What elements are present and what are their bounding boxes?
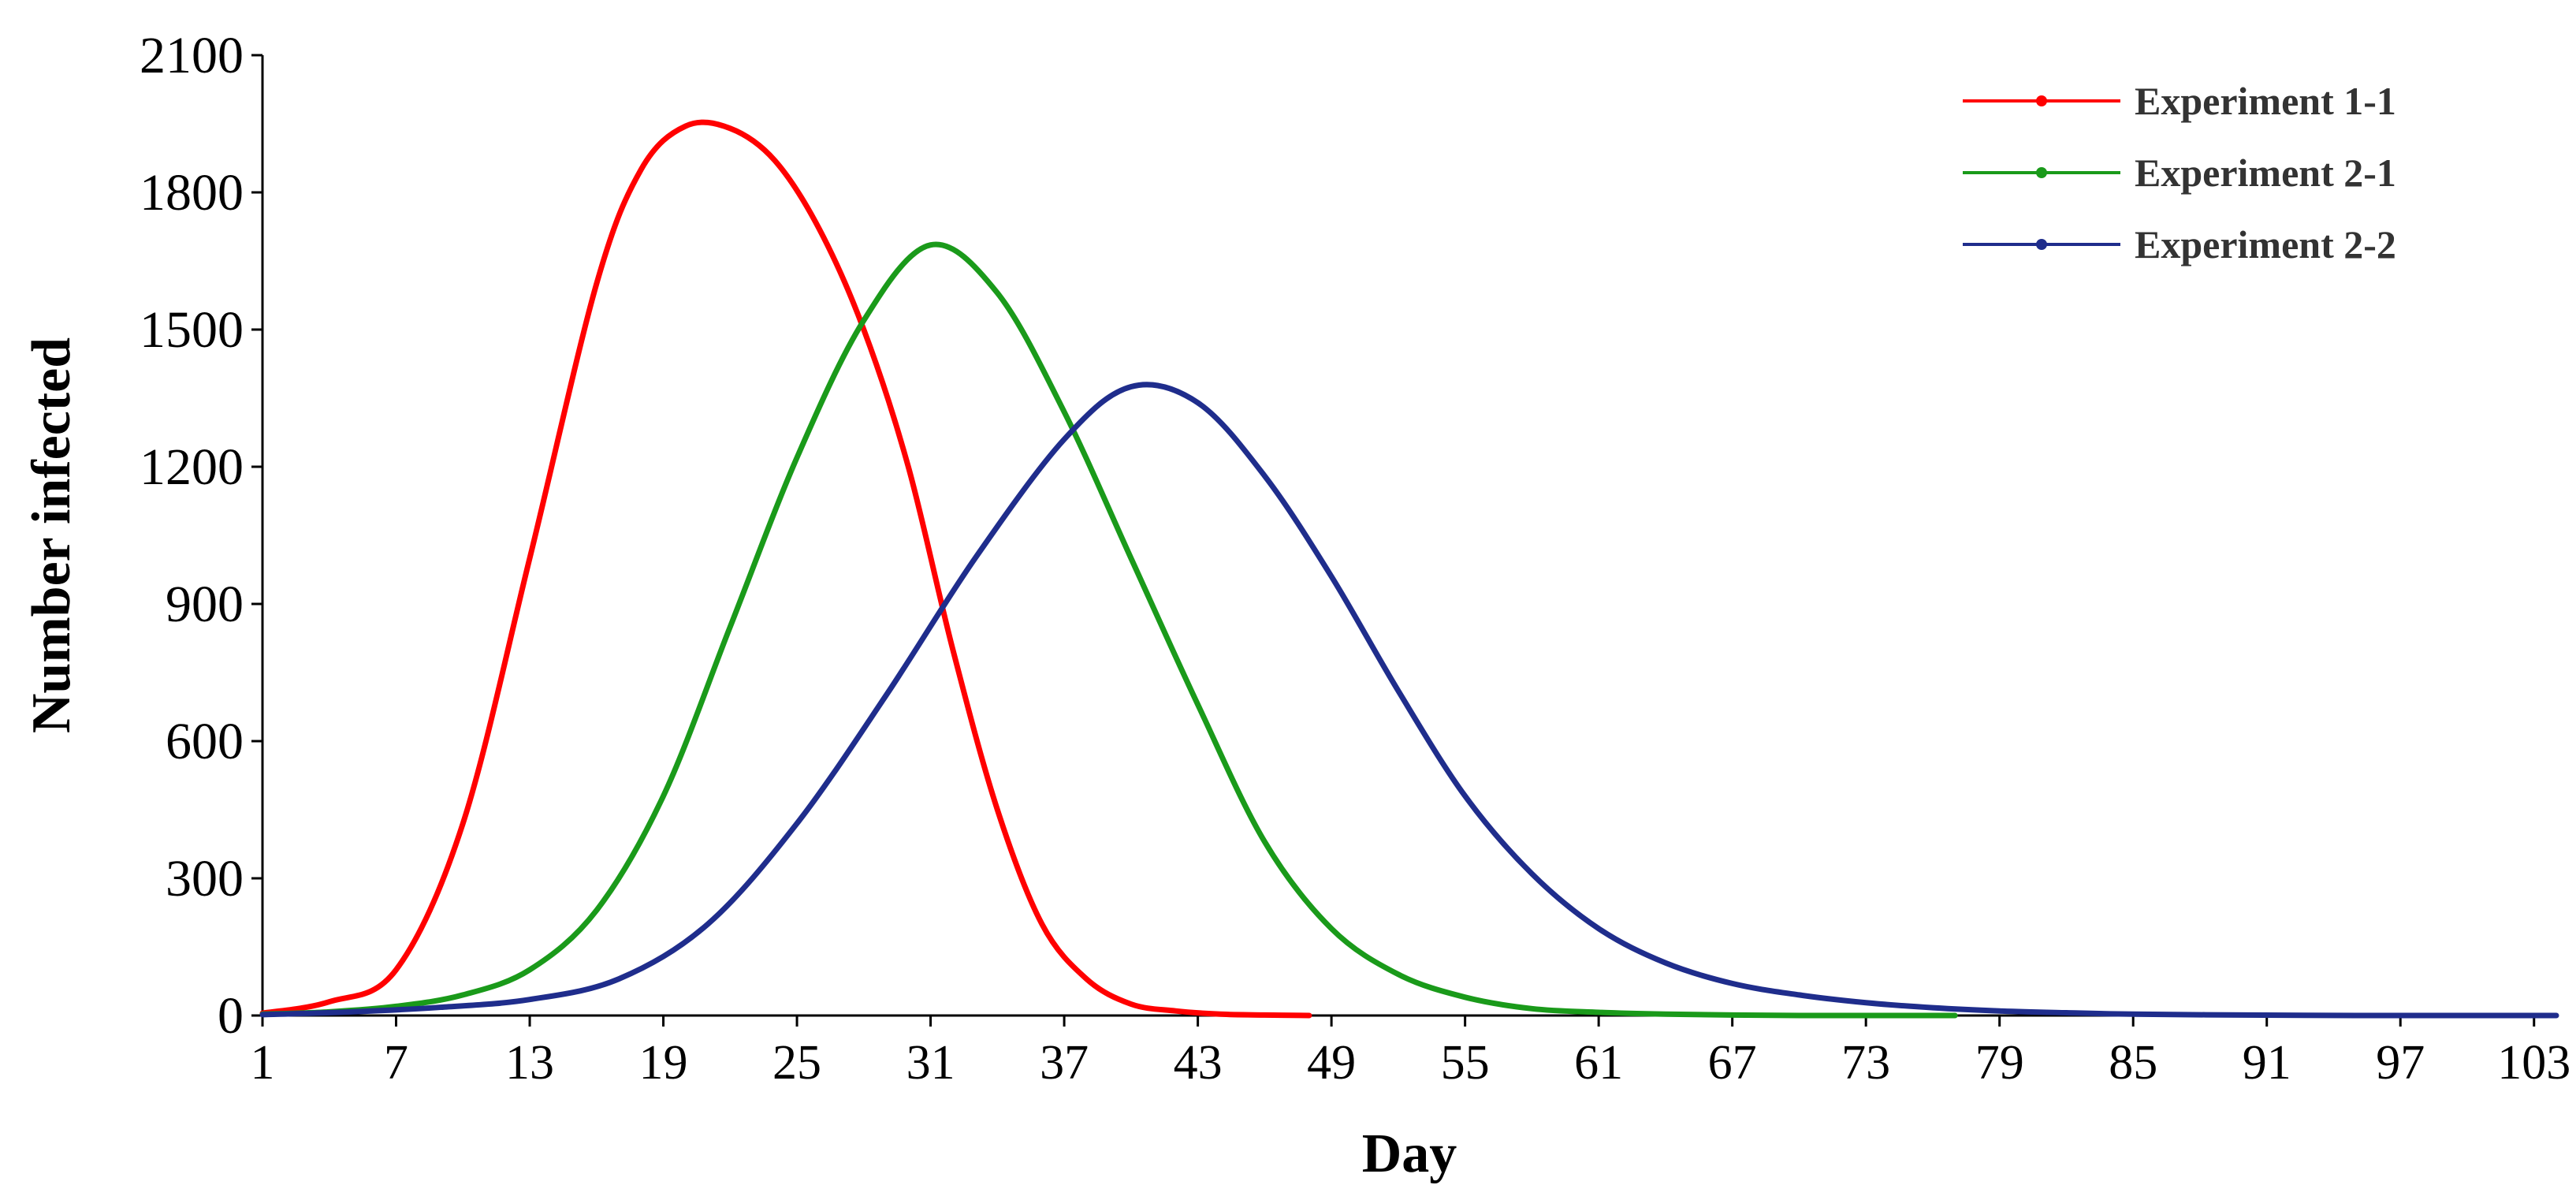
legend-item: Experiment 2-2 [1963, 222, 2396, 266]
y-tick-label: 1200 [140, 438, 244, 496]
y-tick-label: 2100 [140, 27, 244, 84]
y-tick-label: 900 [166, 576, 244, 633]
x-tick-label: 43 [1174, 1036, 1223, 1090]
series-line-experiment-2-1 [259, 241, 1958, 1019]
legend-marker [2036, 95, 2047, 106]
legend-label: Experiment 2-1 [2135, 151, 2396, 195]
y-ticks: 0 300 600 900 1200 1500 1800 2100 [140, 27, 262, 1045]
legend-label: Experiment 1-1 [2135, 79, 2396, 123]
x-tick-label: 79 [1975, 1036, 2024, 1090]
x-tick-label: 85 [2109, 1036, 2157, 1090]
legend: Experiment 1-1 Experiment 2-1 Experiment 2… [1963, 79, 2396, 266]
y-tick-label: 300 [166, 850, 244, 907]
x-tick-label: 55 [1441, 1036, 1490, 1090]
x-tick-label: 37 [1040, 1036, 1089, 1090]
x-tick-label: 31 [906, 1036, 955, 1090]
x-tick-label: 97 [2376, 1036, 2425, 1090]
y-tick-label: 1500 [140, 301, 244, 359]
x-ticks: 1 7 13 19 25 31 37 43 49 55 61 67 73 79 85 91 97 103 [251, 1016, 2570, 1090]
y-tick-label: 1800 [140, 164, 244, 222]
x-tick-label: 1 [251, 1036, 275, 1090]
y-tick-label: 600 [166, 713, 244, 770]
axes [261, 55, 2556, 1017]
legend-item: Experiment 1-1 [1963, 79, 2396, 123]
x-tick-label: 103 [2497, 1036, 2570, 1090]
x-tick-label: 73 [1841, 1036, 1890, 1090]
x-tick-label: 61 [1574, 1036, 1623, 1090]
x-axis-label: Day [1362, 1124, 1457, 1184]
series-line-experiment-1-1 [259, 119, 1312, 1019]
series-line-experiment-2-2 [259, 382, 2559, 1019]
x-tick-label: 13 [505, 1036, 554, 1090]
x-tick-label: 25 [772, 1036, 821, 1090]
legend-label: Experiment 2-2 [2135, 222, 2396, 266]
x-tick-label: 49 [1307, 1036, 1356, 1090]
legend-marker [2036, 239, 2047, 250]
series-lines [259, 119, 2559, 1019]
x-tick-label: 19 [639, 1036, 688, 1090]
x-tick-label: 7 [384, 1036, 408, 1090]
y-tick-label: 0 [218, 987, 244, 1045]
legend-marker [2036, 167, 2047, 178]
x-tick-label: 67 [1708, 1036, 1757, 1090]
legend-item: Experiment 2-1 [1963, 151, 2396, 195]
x-tick-label: 91 [2243, 1036, 2291, 1090]
y-axis-label: Number infected [21, 337, 82, 733]
